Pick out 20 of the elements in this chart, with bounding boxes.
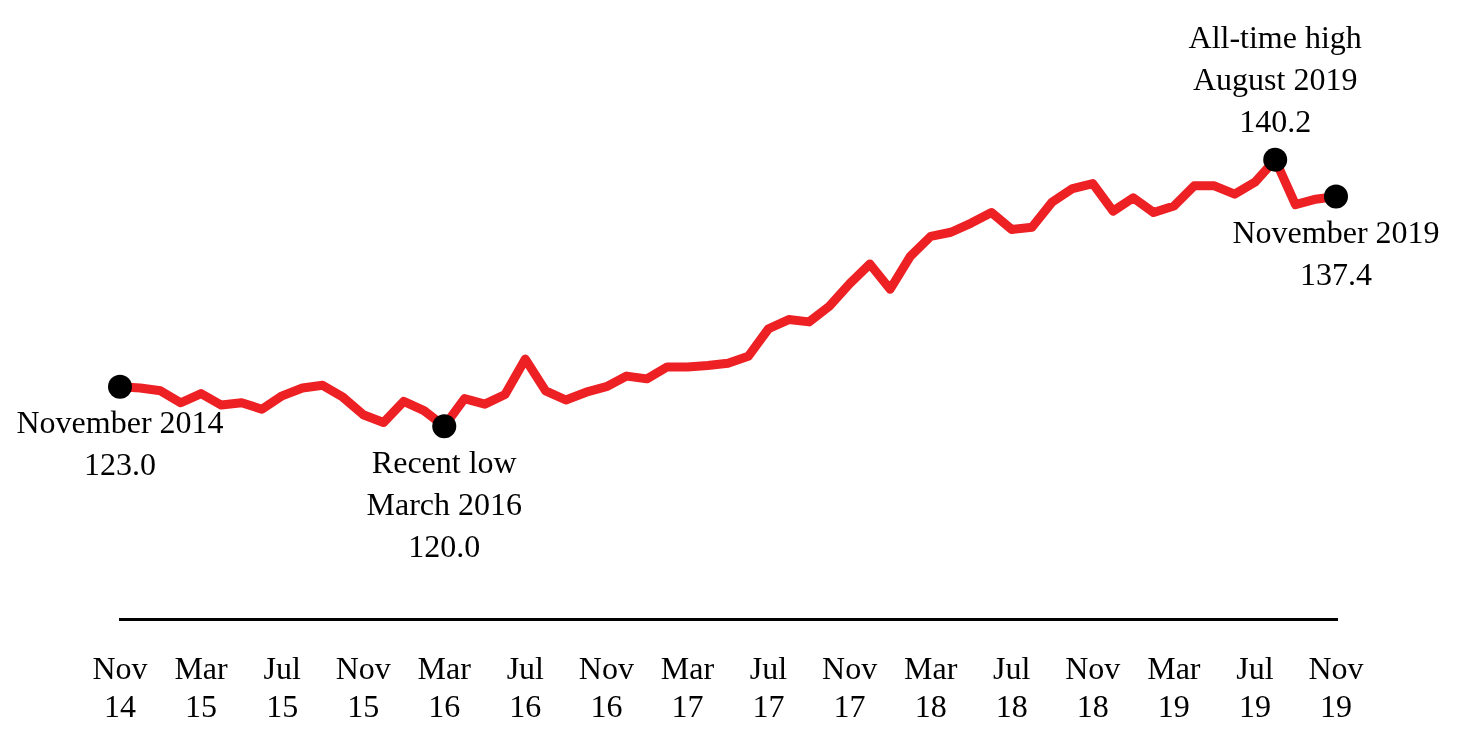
x-tick-label: Jul 17 (749, 649, 788, 725)
x-tick-label: Mar 19 (1147, 649, 1201, 725)
x-tick-label: Jul 18 (993, 649, 1031, 725)
x-tick-label: Nov 18 (1065, 649, 1121, 725)
x-tick-label: Mar 18 (904, 649, 958, 725)
annotation: All-time high August 2019 140.2 (1188, 19, 1362, 140)
x-tick-label: Nov 19 (1308, 649, 1364, 725)
x-tick-label: Jul 19 (1236, 649, 1274, 725)
annotation: November 2014 123.0 (16, 404, 224, 483)
x-tick-label: Jul 15 (263, 649, 301, 725)
annotation: November 2019 137.4 (1232, 213, 1440, 292)
x-tick-label: Nov 16 (578, 649, 634, 725)
x-tick-label: Mar 17 (660, 649, 715, 725)
x-tick-label: Nov 17 (822, 649, 878, 725)
x-tick-label: Mar 15 (174, 649, 229, 725)
x-tick-label: Jul 16 (506, 649, 545, 725)
annotation: Recent low March 2016 120.0 (366, 443, 523, 564)
x-tick-label: Nov 14 (92, 649, 148, 725)
x-tick-label: Nov 15 (335, 649, 391, 725)
x-tick-label: Mar 16 (417, 649, 472, 725)
